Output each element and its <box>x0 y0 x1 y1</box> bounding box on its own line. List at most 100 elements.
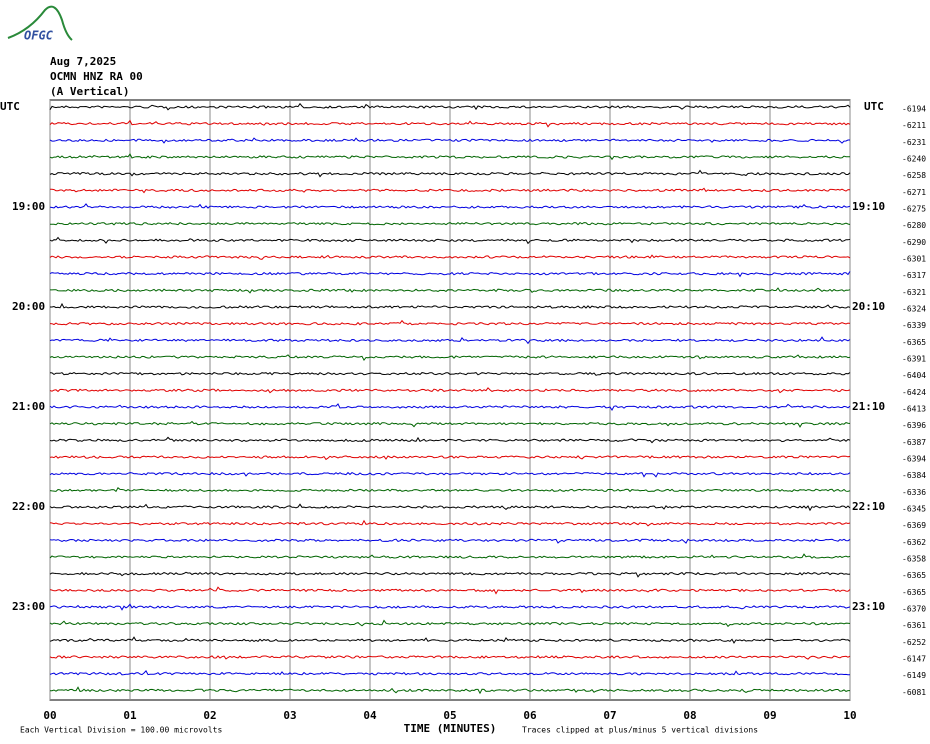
trace-offset: -6394 <box>902 455 926 464</box>
x-tick-label: 03 <box>283 709 296 722</box>
x-axis-label: TIME (MINUTES) <box>404 722 497 735</box>
trace <box>50 686 850 695</box>
trace <box>49 455 851 461</box>
trace <box>49 371 851 376</box>
x-tick-label: 00 <box>43 709 56 722</box>
trace-offset: -6424 <box>902 388 926 397</box>
trace <box>49 586 851 595</box>
x-tick-label: 06 <box>523 709 537 722</box>
trace-offset: -6391 <box>902 355 926 364</box>
x-tick-label: 01 <box>123 709 137 722</box>
trace-offset: -6280 <box>902 221 926 230</box>
trace-offset: -6081 <box>902 688 926 697</box>
trace <box>49 403 851 411</box>
trace <box>49 169 851 178</box>
trace <box>49 203 851 209</box>
x-tick-label: 04 <box>363 709 377 722</box>
component: (A Vertical) <box>50 85 129 98</box>
trace-offset: -6258 <box>902 171 926 180</box>
trace-offset: -6413 <box>902 405 926 414</box>
trace <box>49 571 851 578</box>
trace-offset: -6211 <box>902 121 926 130</box>
trace <box>49 636 851 644</box>
right-hour-label: 22:10 <box>852 500 885 513</box>
trace <box>50 287 851 294</box>
trace <box>49 487 851 493</box>
trace-offset: -6396 <box>902 421 926 430</box>
trace-offset: -6362 <box>902 538 926 547</box>
trace-offset: -6384 <box>902 471 926 480</box>
trace <box>49 553 851 559</box>
right-axis-title: UTC <box>864 100 884 113</box>
trace-offset: -6365 <box>902 338 926 347</box>
trace-offset: -6324 <box>902 305 926 314</box>
x-tick-label: 07 <box>603 709 616 722</box>
trace <box>50 187 851 194</box>
trace <box>49 387 851 394</box>
x-tick-label: 09 <box>763 709 776 722</box>
right-hour-label: 20:10 <box>852 300 885 313</box>
trace-offset: -6365 <box>902 588 926 597</box>
trace-offset: -6317 <box>902 271 926 280</box>
left-hour-label: 23:00 <box>12 600 45 613</box>
x-tick-label: 10 <box>843 709 856 722</box>
x-tick-label: 02 <box>203 709 216 722</box>
trace <box>50 302 851 309</box>
station: OCMN HNZ RA 00 <box>50 70 143 83</box>
trace-offset: -6321 <box>902 288 926 297</box>
trace <box>49 519 851 527</box>
trace-offset: -6358 <box>902 555 926 564</box>
trace <box>49 319 851 326</box>
trace <box>49 119 851 128</box>
trace-offset: -6194 <box>902 105 926 114</box>
date: Aug 7,2025 <box>50 55 116 68</box>
left-hour-label: 20:00 <box>12 300 45 313</box>
left-hour-label: 22:00 <box>12 500 45 513</box>
trace <box>49 619 851 628</box>
trace-offset: -6404 <box>902 371 926 380</box>
x-tick-label: 08 <box>683 709 696 722</box>
logo-text: OFGC <box>24 29 54 43</box>
trace <box>49 271 851 278</box>
trace-offset: -6369 <box>902 521 926 530</box>
right-hour-label: 21:10 <box>852 400 885 413</box>
left-axis-title: UTC <box>0 100 20 113</box>
trace <box>49 603 851 611</box>
trace <box>49 336 851 345</box>
trace <box>49 436 851 444</box>
trace-offset: -6231 <box>902 138 926 147</box>
clip-note: Traces clipped at plus/minus 5 vertical … <box>522 726 758 735</box>
trace-offset: -6271 <box>902 188 926 197</box>
left-hour-label: 21:00 <box>12 400 45 413</box>
trace <box>49 420 851 428</box>
trace-offset: -6345 <box>902 505 926 514</box>
trace <box>49 236 851 245</box>
trace-offset: -6147 <box>902 655 926 664</box>
x-tick-label: 05 <box>443 709 456 722</box>
trace <box>49 153 850 161</box>
trace <box>50 221 851 226</box>
trace-offset: -6387 <box>902 438 926 447</box>
trace <box>49 538 851 544</box>
right-hour-label: 19:10 <box>852 200 885 213</box>
left-hour-label: 19:00 <box>12 200 45 213</box>
trace <box>49 354 851 362</box>
trace-offset: -6240 <box>902 155 926 164</box>
trace-offset: -6336 <box>902 488 926 497</box>
trace <box>49 137 850 144</box>
trace-offset: -6365 <box>902 571 926 580</box>
trace-offset: -6370 <box>902 605 926 614</box>
trace <box>49 670 851 676</box>
trace-offset: -6275 <box>902 205 926 214</box>
trace <box>49 102 851 111</box>
trace <box>49 254 851 260</box>
trace-offset: -6301 <box>902 255 926 264</box>
trace-offset: -6361 <box>902 621 926 630</box>
trace-offset: -6339 <box>902 321 926 330</box>
trace-offset: -6149 <box>902 671 926 680</box>
logo-mark <box>7 5 73 41</box>
trace <box>49 655 851 660</box>
scale-note: Each Vertical Division = 100.00 microvol… <box>20 726 222 735</box>
trace <box>49 503 851 512</box>
